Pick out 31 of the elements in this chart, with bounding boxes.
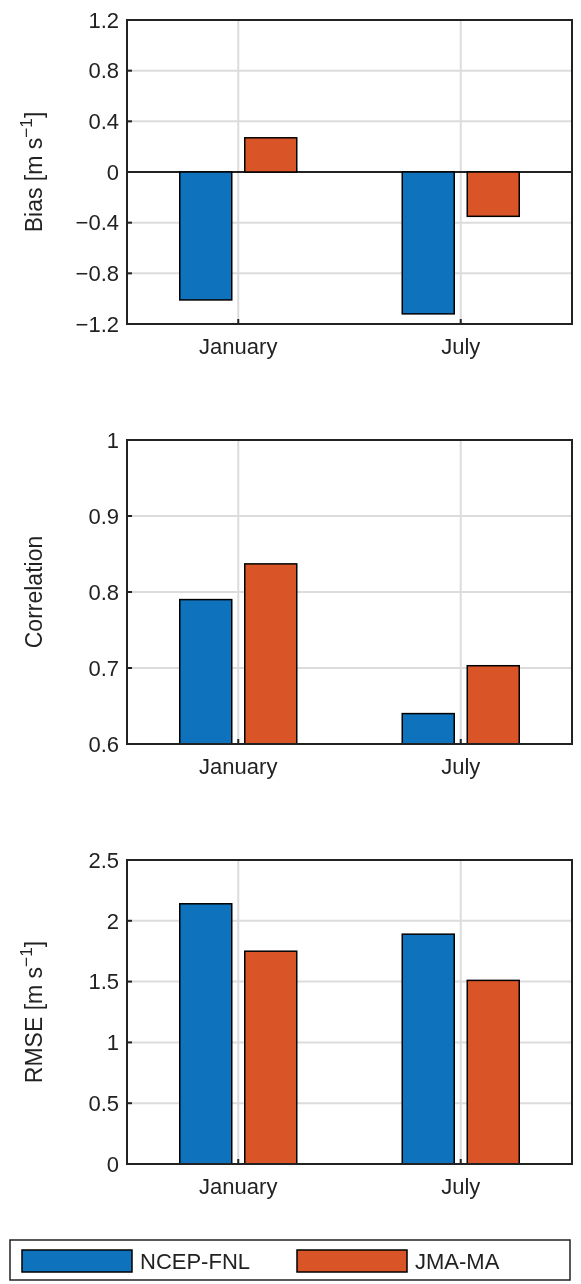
y-tick-label: −0.4 — [75, 210, 119, 236]
y-tick-label: 0 — [106, 1151, 119, 1177]
y-tick-label: 0.8 — [88, 579, 119, 605]
bar — [401, 933, 455, 1165]
y-axis-title: Correlation — [21, 535, 47, 649]
y-tick-label: 0.5 — [88, 1090, 119, 1116]
x-tick-label: July — [441, 754, 481, 779]
y-tick-label: 1.2 — [88, 7, 119, 33]
y-tick-label: 0 — [106, 159, 119, 185]
x-tick-label: January — [199, 334, 278, 359]
bar — [466, 979, 520, 1165]
x-tick-label: January — [199, 754, 278, 779]
x-tick-label: January — [199, 1174, 278, 1199]
x-tick-label: July — [441, 334, 481, 359]
y-tick-label: 0.8 — [88, 58, 119, 84]
legend-label: JMA-MA — [415, 1248, 500, 1274]
bar — [179, 903, 233, 1165]
y-tick-label: 0.9 — [88, 503, 119, 529]
y-tick-label: 1 — [106, 1030, 119, 1056]
y-tick-label: 0.6 — [88, 731, 119, 757]
bar — [244, 950, 298, 1165]
y-tick-label: 0.7 — [88, 655, 119, 681]
y-tick-label: 2.5 — [88, 847, 119, 873]
y-tick-label: −1.2 — [75, 311, 119, 337]
y-tick-label: 0.4 — [88, 109, 119, 135]
y-tick-label: −0.8 — [75, 261, 119, 287]
x-tick-label: July — [441, 1174, 481, 1199]
legend-label: NCEP-FNL — [140, 1248, 251, 1274]
y-tick-label: 1 — [106, 427, 119, 453]
y-tick-label: 2 — [106, 908, 119, 934]
y-tick-label: 1.5 — [88, 969, 119, 995]
